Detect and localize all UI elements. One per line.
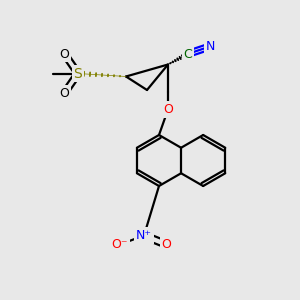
Text: S: S	[74, 67, 82, 80]
Text: O: O	[162, 238, 171, 251]
Text: C: C	[183, 47, 192, 61]
Text: N: N	[205, 40, 215, 53]
Text: O⁻: O⁻	[112, 238, 128, 251]
Text: N⁺: N⁺	[136, 229, 152, 242]
Text: O: O	[60, 86, 69, 100]
Text: O: O	[163, 103, 173, 116]
Text: O: O	[60, 47, 69, 61]
